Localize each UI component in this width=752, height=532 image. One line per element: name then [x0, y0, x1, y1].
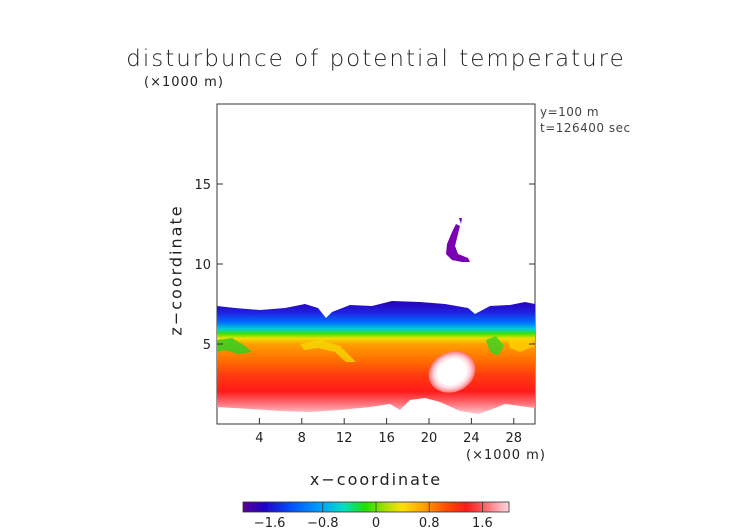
yellow-patch-right	[508, 338, 535, 352]
x-tick-label: 12	[336, 431, 353, 446]
colorbar-tick-label: 0.8	[419, 516, 440, 531]
annotation-y: y=100 m	[540, 105, 600, 119]
x-axis-unit: (×1000 m)	[466, 448, 546, 463]
x-axis-label: x−coordinate	[309, 470, 443, 489]
colorbar-tick-label: 1.6	[472, 516, 493, 531]
y-tick-label: 5	[203, 338, 211, 353]
colorbar-tick-label: −0.8	[307, 516, 339, 531]
heatmap-field	[217, 218, 535, 414]
yellow-wave	[300, 340, 356, 362]
layer-field	[217, 301, 535, 414]
colorbar-tick-label: 0	[372, 516, 380, 531]
green-patch-right	[486, 336, 504, 356]
warm-bubble	[428, 351, 476, 393]
annotation-time: t=126400 sec	[540, 121, 631, 135]
colorbar-ticks: −1.6 −0.8 0 0.8 1.6	[254, 502, 493, 531]
x-tick-label: 16	[378, 431, 395, 446]
x-tick-label: 24	[463, 431, 480, 446]
y-axis-unit: (×1000 m)	[144, 75, 224, 90]
y-axis-ticks: 5 10 15	[194, 178, 535, 353]
y-tick-label: 10	[194, 258, 211, 273]
colorbar-tick-label: −1.6	[254, 516, 286, 531]
x-tick-label: 8	[298, 431, 306, 446]
x-axis-ticks: 4 8 12 16 20 24 28	[255, 418, 522, 446]
x-tick-label: 20	[421, 431, 438, 446]
x-tick-label: 4	[255, 431, 263, 446]
cold-patch-tip	[459, 218, 462, 224]
green-intrusion	[217, 338, 252, 354]
x-tick-label: 28	[506, 431, 523, 446]
cold-patch	[446, 224, 470, 262]
y-tick-label: 15	[194, 178, 211, 193]
chart-title: disturbunce of potential temperature	[126, 46, 626, 72]
